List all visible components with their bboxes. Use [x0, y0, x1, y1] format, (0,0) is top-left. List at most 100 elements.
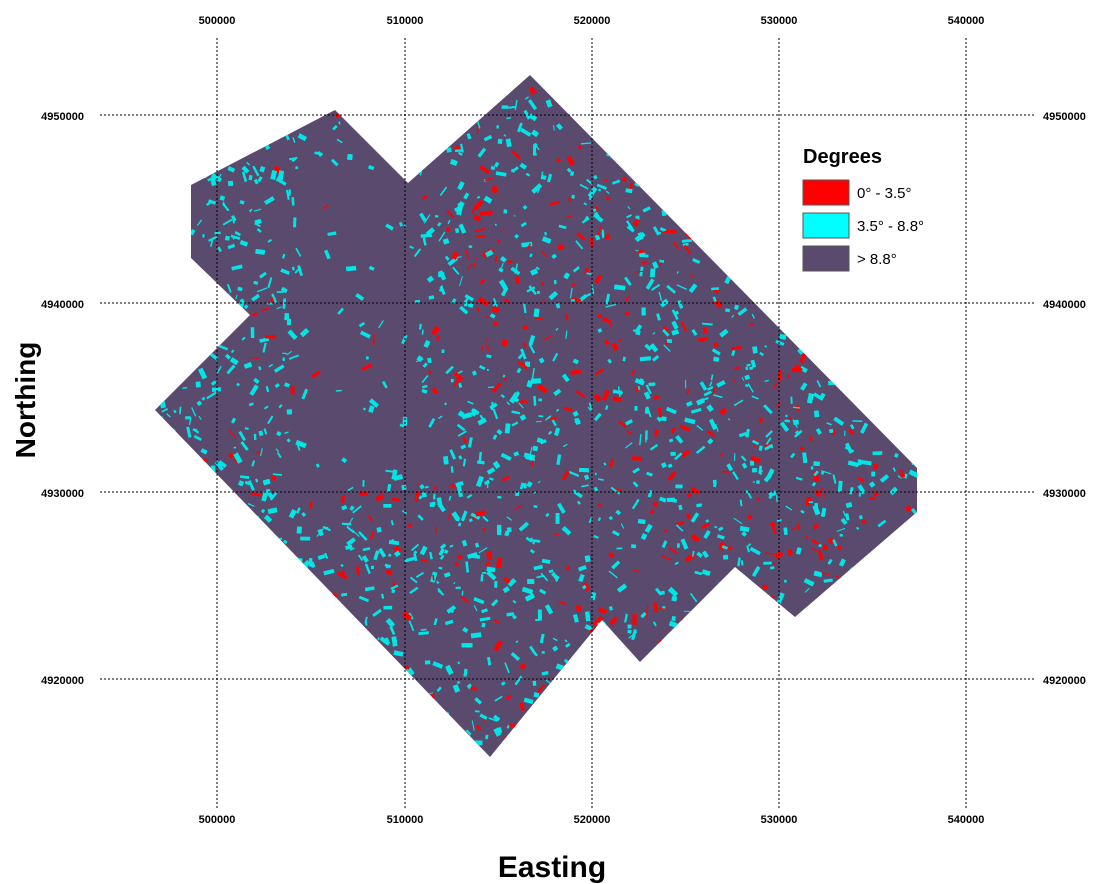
slope-cell: [227, 180, 234, 187]
slope-cell: [392, 674, 396, 681]
slope-cell: [257, 176, 263, 183]
slope-cell: [647, 124, 654, 128]
slope-cell: [867, 685, 873, 692]
slope-cell: [535, 420, 542, 423]
slope-cell: [658, 407, 662, 418]
slope-cell: [830, 326, 834, 329]
slope-cell: [218, 584, 224, 594]
slope-cell: [148, 517, 152, 522]
slope-cell: [261, 307, 270, 312]
slope-cell: [671, 595, 678, 602]
slope-cell: [720, 470, 732, 473]
slope-cell: [857, 484, 866, 495]
slope-cell: [486, 354, 492, 359]
slope-cell: [903, 79, 915, 87]
slope-cell: [898, 746, 908, 753]
slope-cell: [588, 402, 593, 413]
slope-cell: [886, 143, 896, 152]
slope-cell: [514, 276, 520, 285]
slope-cell: [896, 362, 899, 372]
slope-cell: [424, 139, 430, 145]
slope-cell: [241, 336, 246, 341]
slope-cell: [421, 491, 428, 498]
slope-cell: [322, 204, 329, 210]
slope-cell: [385, 223, 394, 231]
slope-cell: [770, 638, 777, 646]
slope-cell: [186, 550, 195, 556]
slope-cell: [748, 123, 753, 128]
slope-cell: [879, 659, 885, 662]
slope-cell: [900, 686, 906, 691]
slope-cell: [830, 99, 835, 104]
slope-cell: [293, 217, 297, 228]
slope-cell: [663, 344, 671, 352]
slope-cell: [860, 563, 864, 575]
slope-cell: [258, 366, 262, 371]
slope-cell: [284, 431, 289, 435]
slope-cell: [615, 509, 622, 516]
slope-cell: [708, 85, 714, 95]
slope-cell: [286, 409, 292, 415]
slope-cell: [195, 356, 202, 363]
slope-cell: [631, 498, 640, 510]
x-tick-top-5: 540000: [948, 15, 985, 27]
slope-cell: [259, 166, 266, 173]
slope-cell: [788, 638, 793, 641]
slope-cell: [291, 96, 295, 100]
slope-cell: [652, 354, 660, 362]
slope-cell: [894, 402, 900, 408]
slope-cell: [730, 204, 734, 211]
slope-cell: [435, 129, 441, 135]
slope-cell: [155, 305, 159, 309]
slope-cell: [612, 396, 622, 403]
slope-cell: [890, 173, 894, 176]
slope-cell: [175, 360, 180, 366]
slope-cell: [260, 536, 263, 540]
slope-cell: [173, 409, 177, 414]
slope-cell: [796, 547, 802, 555]
slope-cell: [164, 121, 168, 125]
slope-cell: [257, 287, 268, 293]
slope-cell: [780, 113, 785, 118]
slope-cell: [296, 526, 303, 534]
slope-cell: [159, 634, 165, 637]
slope-cell: [634, 687, 641, 692]
slope-cell: [210, 305, 220, 312]
slope-cell: [397, 698, 405, 705]
slope-cell: [813, 570, 823, 578]
slope-cell: [764, 552, 775, 556]
slope-cell: [437, 748, 444, 757]
slope-cell: [211, 660, 217, 666]
slope-cell: [885, 565, 891, 572]
slope-cell: [158, 348, 170, 355]
slope-cell: [176, 536, 184, 541]
slope-cell: [692, 258, 701, 264]
slope-cell: [713, 387, 715, 393]
slope-cell: [467, 437, 473, 448]
slope-cell: [473, 214, 482, 222]
slope-cell: [741, 531, 747, 537]
slope-cell: [895, 125, 904, 132]
slope-cell: [369, 705, 374, 710]
slope-cell: [552, 637, 558, 642]
slope-cell: [224, 235, 230, 241]
slope-cell: [792, 419, 798, 428]
slope-cell: [510, 736, 516, 742]
slope-cell: [534, 653, 538, 657]
slope-cell: [826, 422, 832, 426]
slope-cell: [438, 415, 443, 420]
slope-cell: [888, 360, 891, 365]
slope-cell: [328, 72, 332, 74]
slope-cell: [645, 748, 650, 755]
slope-cell: [624, 75, 632, 81]
slope-cell: [239, 551, 242, 560]
slope-cell: [155, 420, 157, 426]
slope-cell: [158, 753, 170, 757]
slope-cell: [488, 477, 494, 481]
slope-cell: [210, 239, 214, 247]
slope-cell: [680, 213, 687, 220]
slope-cell: [445, 664, 454, 675]
slope-cell: [471, 515, 476, 520]
slope-cell: [301, 388, 309, 400]
slope-cell: [880, 639, 888, 643]
